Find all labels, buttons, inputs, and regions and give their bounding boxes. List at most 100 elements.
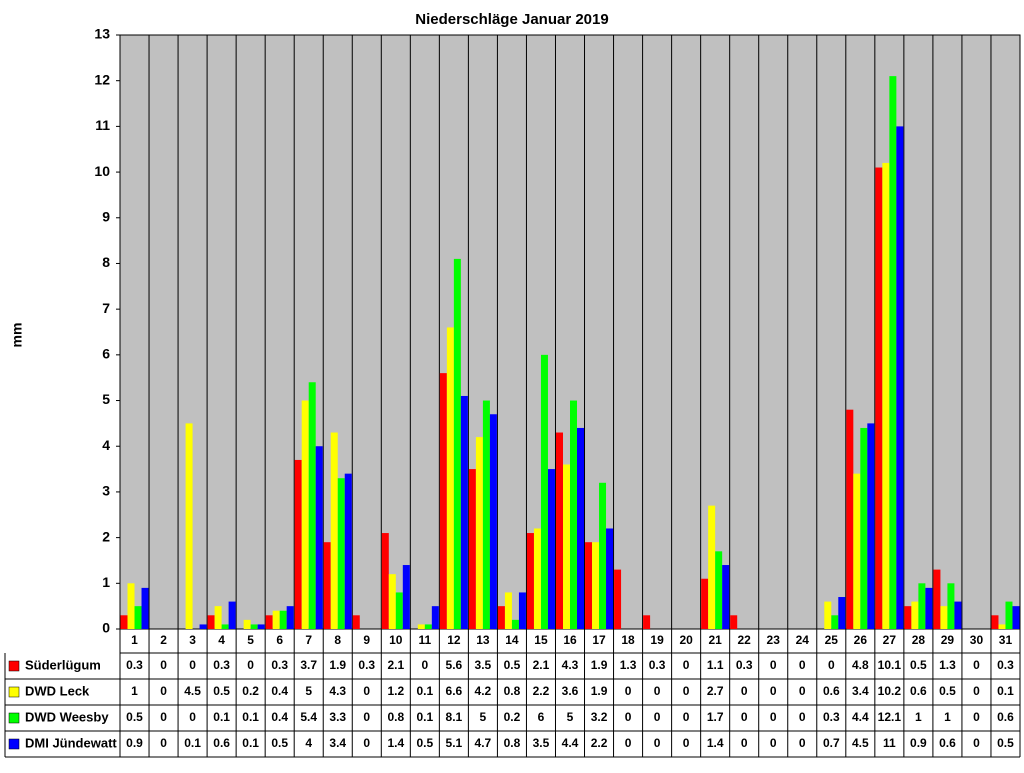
table-value: 0.5 bbox=[126, 710, 143, 724]
table-value: 0 bbox=[363, 684, 370, 698]
table-value: 1.3 bbox=[939, 658, 956, 672]
table-value: 5 bbox=[480, 710, 487, 724]
x-tick-label: 24 bbox=[796, 633, 810, 647]
legend-swatch bbox=[8, 660, 20, 672]
legend-swatch bbox=[8, 712, 20, 724]
x-tick-label: 8 bbox=[334, 633, 341, 647]
table-value: 0 bbox=[973, 710, 980, 724]
bar bbox=[344, 473, 352, 629]
table-value: 0 bbox=[625, 736, 632, 750]
bar bbox=[504, 592, 512, 629]
bar bbox=[352, 615, 360, 629]
table-value: 3.2 bbox=[591, 710, 608, 724]
bar bbox=[511, 619, 519, 629]
table-value: 0.1 bbox=[416, 684, 433, 698]
bar bbox=[1012, 606, 1020, 629]
table-value: 0 bbox=[973, 684, 980, 698]
x-tick-label: 2 bbox=[160, 633, 167, 647]
table-value: 1 bbox=[915, 710, 922, 724]
table-value: 0 bbox=[770, 710, 777, 724]
y-axis-label: mm bbox=[9, 323, 25, 348]
bar bbox=[889, 76, 897, 630]
x-tick-label: 15 bbox=[534, 633, 548, 647]
x-tick-label: 1 bbox=[131, 633, 138, 647]
x-tick-label: 14 bbox=[505, 633, 519, 647]
bar bbox=[518, 592, 526, 629]
table-value: 0.6 bbox=[939, 736, 956, 750]
x-tick-label: 6 bbox=[276, 633, 283, 647]
table-value: 0 bbox=[160, 710, 167, 724]
bar bbox=[337, 478, 345, 629]
bar bbox=[243, 619, 251, 629]
bar bbox=[540, 354, 548, 629]
y-tick-label: 2 bbox=[102, 528, 110, 544]
bar bbox=[446, 327, 454, 629]
y-tick-label: 8 bbox=[102, 254, 110, 270]
table-value: 6.6 bbox=[446, 684, 463, 698]
table-value: 0.5 bbox=[504, 658, 521, 672]
table-value: 3.7 bbox=[300, 658, 317, 672]
table-value: 0.9 bbox=[126, 736, 143, 750]
bar bbox=[120, 615, 128, 629]
bar bbox=[853, 473, 861, 629]
table-value: 0 bbox=[683, 658, 690, 672]
table-value: 0 bbox=[421, 658, 428, 672]
table-value: 0.3 bbox=[358, 658, 375, 672]
bar bbox=[940, 606, 948, 629]
table-value: 0.1 bbox=[242, 710, 259, 724]
bar bbox=[199, 624, 207, 629]
table-value: 2.2 bbox=[533, 684, 550, 698]
x-tick-label: 25 bbox=[825, 633, 839, 647]
table-value: 0.3 bbox=[271, 658, 288, 672]
table-value: 0.5 bbox=[213, 684, 230, 698]
x-tick-label: 20 bbox=[679, 633, 693, 647]
table-value: 0 bbox=[973, 658, 980, 672]
bar bbox=[882, 162, 890, 629]
bar bbox=[585, 542, 593, 629]
table-value: 4.8 bbox=[852, 658, 869, 672]
bar bbox=[315, 446, 323, 629]
table-value: 0.4 bbox=[271, 684, 288, 698]
bar bbox=[127, 583, 135, 629]
table-value: 0 bbox=[363, 736, 370, 750]
bar bbox=[867, 423, 875, 629]
table-value: 0.5 bbox=[997, 736, 1014, 750]
x-tick-label: 10 bbox=[389, 633, 403, 647]
legend-swatch bbox=[8, 738, 20, 750]
table-value: 0 bbox=[799, 710, 806, 724]
table-value: 0 bbox=[741, 710, 748, 724]
table-value: 0.8 bbox=[504, 736, 521, 750]
y-tick-label: 5 bbox=[102, 391, 110, 407]
table-value: 4.3 bbox=[329, 684, 346, 698]
bar bbox=[279, 610, 287, 629]
bar bbox=[533, 528, 541, 629]
x-tick-label: 17 bbox=[592, 633, 606, 647]
bar bbox=[431, 606, 439, 629]
table-value: 5 bbox=[567, 710, 574, 724]
table-value: 3.4 bbox=[329, 736, 346, 750]
legend-label: Süderlügum bbox=[25, 657, 101, 672]
table-value: 0.7 bbox=[823, 736, 840, 750]
bar bbox=[388, 574, 396, 629]
bar bbox=[272, 610, 280, 629]
table-value: 2.1 bbox=[533, 658, 550, 672]
table-value: 2.7 bbox=[707, 684, 724, 698]
bar bbox=[838, 597, 846, 629]
bar bbox=[381, 533, 389, 629]
bar bbox=[417, 624, 425, 629]
table-value: 0.5 bbox=[939, 684, 956, 698]
bar bbox=[715, 551, 723, 629]
table-value: 6 bbox=[538, 710, 545, 724]
x-tick-label: 9 bbox=[363, 633, 370, 647]
bar bbox=[460, 395, 468, 629]
table-value: 0.6 bbox=[910, 684, 927, 698]
x-tick-label: 12 bbox=[447, 633, 461, 647]
bar bbox=[301, 400, 309, 629]
table-value: 4.4 bbox=[562, 736, 579, 750]
table-value: 0 bbox=[770, 736, 777, 750]
bar bbox=[606, 528, 614, 629]
table-value: 0.1 bbox=[416, 710, 433, 724]
y-tick-label: 12 bbox=[94, 71, 110, 87]
x-tick-label: 31 bbox=[999, 633, 1013, 647]
table-value: 10.2 bbox=[878, 684, 902, 698]
